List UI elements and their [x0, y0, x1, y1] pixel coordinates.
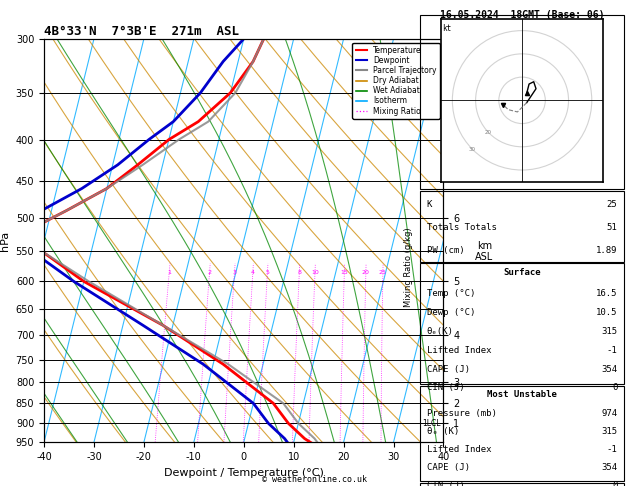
Text: Surface: Surface [503, 268, 541, 277]
Legend: Temperature, Dewpoint, Parcel Trajectory, Dry Adiabat, Wet Adiabat, Isotherm, Mi: Temperature, Dewpoint, Parcel Trajectory… [352, 43, 440, 119]
Text: CAPE (J): CAPE (J) [426, 364, 470, 374]
Text: 15: 15 [340, 270, 348, 275]
Text: 3: 3 [232, 270, 237, 275]
Text: kt: kt [442, 24, 452, 33]
Text: -1: -1 [607, 346, 618, 355]
Y-axis label: hPa: hPa [0, 230, 10, 251]
Text: 1LCL: 1LCL [423, 419, 441, 428]
Text: 1: 1 [167, 270, 171, 275]
Text: 1.89: 1.89 [596, 246, 618, 255]
Text: 4: 4 [250, 270, 255, 275]
Text: 25: 25 [607, 201, 618, 209]
Text: 51: 51 [607, 223, 618, 232]
Text: 354: 354 [601, 364, 618, 374]
Text: 16.5: 16.5 [596, 289, 618, 298]
Text: Pressure (mb): Pressure (mb) [426, 409, 496, 418]
Text: θₑ(K): θₑ(K) [426, 327, 454, 336]
Text: 0: 0 [612, 383, 618, 392]
Text: 2: 2 [207, 270, 211, 275]
Text: 354: 354 [601, 463, 618, 472]
Bar [420, 15, 624, 189]
Text: Totals Totals: Totals Totals [426, 223, 496, 232]
Text: Mixing Ratio (g/kg): Mixing Ratio (g/kg) [404, 227, 413, 307]
X-axis label: Dewpoint / Temperature (°C): Dewpoint / Temperature (°C) [164, 468, 324, 478]
Text: 16.05.2024  18GMT (Base: 06): 16.05.2024 18GMT (Base: 06) [440, 10, 604, 19]
Text: CIN (J): CIN (J) [426, 481, 464, 486]
Text: 30: 30 [469, 146, 476, 152]
Text: K: K [426, 201, 432, 209]
Text: PW (cm): PW (cm) [426, 246, 464, 255]
Text: 5: 5 [265, 270, 269, 275]
Text: 20: 20 [485, 130, 492, 135]
Text: © weatheronline.co.uk: © weatheronline.co.uk [262, 474, 367, 484]
Text: Temp (°C): Temp (°C) [426, 289, 475, 298]
Text: θₑ (K): θₑ (K) [426, 427, 459, 436]
Text: 4B°33'N  7°3B'E  271m  ASL: 4B°33'N 7°3B'E 271m ASL [44, 25, 239, 38]
Text: 20: 20 [362, 270, 370, 275]
Bar [420, 386, 624, 481]
Bar [420, 191, 624, 262]
Text: -1: -1 [607, 445, 618, 454]
Text: Dewp (°C): Dewp (°C) [426, 308, 475, 317]
Text: Lifted Index: Lifted Index [426, 346, 491, 355]
Text: CAPE (J): CAPE (J) [426, 463, 470, 472]
Text: 315: 315 [601, 427, 618, 436]
Text: 25: 25 [379, 270, 387, 275]
Text: 315: 315 [601, 327, 618, 336]
Text: 8: 8 [297, 270, 301, 275]
Bar [420, 263, 624, 384]
Text: 0: 0 [612, 481, 618, 486]
Y-axis label: km
ASL: km ASL [476, 241, 494, 262]
Bar [420, 484, 624, 486]
Text: CIN (J): CIN (J) [426, 383, 464, 392]
Text: 10: 10 [311, 270, 319, 275]
Text: Most Unstable: Most Unstable [487, 390, 557, 399]
Text: 974: 974 [601, 409, 618, 418]
Text: Lifted Index: Lifted Index [426, 445, 491, 454]
Text: 10.5: 10.5 [596, 308, 618, 317]
